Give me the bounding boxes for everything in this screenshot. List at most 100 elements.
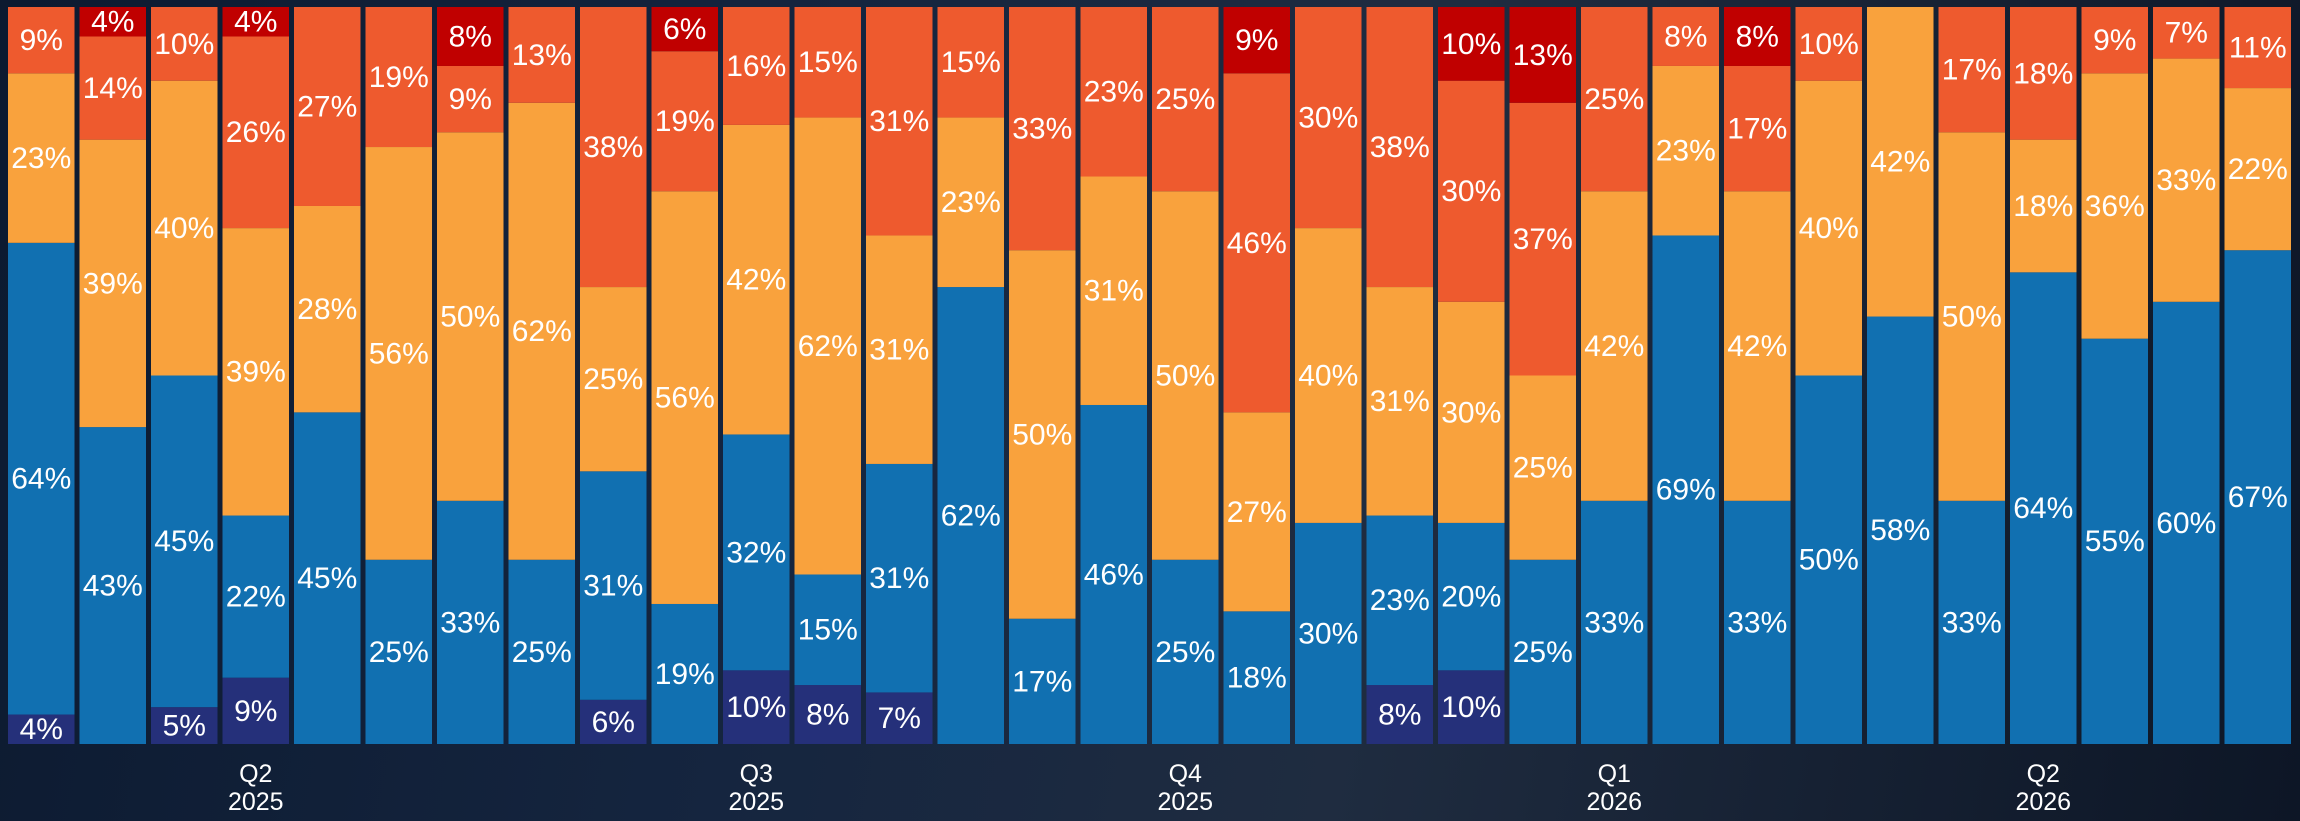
bar-segment (222, 515, 289, 678)
bar-segment (580, 471, 647, 700)
data-label: 39% (226, 356, 286, 389)
data-label: 19% (655, 105, 715, 138)
data-label: 30% (1441, 396, 1501, 429)
bar-segment (1724, 500, 1791, 744)
bar-segment (1223, 412, 1290, 612)
bar-segment (1581, 7, 1648, 192)
bar-segment (1295, 522, 1362, 744)
data-label: 64% (2013, 492, 2073, 525)
data-label: 25% (369, 636, 429, 669)
data-label: 25% (512, 636, 572, 669)
bar-segment (2224, 7, 2291, 89)
data-label: 10% (726, 691, 786, 724)
bar-segment (2010, 272, 2077, 744)
bar-segment (1009, 250, 1076, 619)
data-label: 15% (941, 46, 1001, 79)
bar-segment (1295, 228, 1362, 523)
bar-segment (151, 7, 218, 81)
bar-segment (365, 7, 432, 148)
data-label: 58% (1870, 514, 1930, 547)
bar-segment (1724, 7, 1791, 66)
bar-segment (294, 412, 361, 744)
bar-segment (2081, 7, 2148, 74)
bar-segment (222, 36, 289, 229)
data-label: 20% (1441, 581, 1501, 614)
data-label: 27% (297, 90, 357, 123)
data-label: 27% (1227, 496, 1287, 529)
data-label: 40% (154, 212, 214, 245)
data-label: 16% (726, 50, 786, 83)
bar-segment (1938, 500, 2005, 744)
bar-segment (294, 205, 361, 413)
data-label: 33% (1727, 606, 1787, 639)
data-label: 23% (11, 142, 71, 175)
bar-segment (1509, 375, 1576, 560)
data-label: 4% (234, 6, 277, 39)
bar-segment (794, 117, 861, 575)
data-label: 62% (798, 330, 858, 363)
data-label: 43% (83, 569, 143, 602)
bar-segment (1509, 102, 1576, 376)
bar-segment (1581, 500, 1648, 744)
data-label: 5% (163, 709, 206, 742)
bar-segment (79, 7, 146, 37)
data-label: 32% (726, 536, 786, 569)
data-label: 69% (1656, 474, 1716, 507)
bar-segment (8, 714, 75, 744)
bar-segment (1867, 7, 1934, 317)
data-label: 13% (1513, 39, 1573, 72)
bar-segment (866, 463, 933, 693)
data-label: 17% (1942, 54, 2002, 87)
bar-segment (651, 191, 718, 604)
bar-segment (1509, 7, 1576, 103)
bar-segment (937, 7, 1004, 118)
bar-segment (1152, 559, 1219, 744)
data-label: 14% (83, 72, 143, 105)
data-label: 18% (2013, 190, 2073, 223)
data-label: 8% (1736, 20, 1779, 53)
data-label: 42% (726, 264, 786, 297)
bar-segment (1795, 375, 1862, 744)
bar-segment (1724, 65, 1791, 192)
data-label: 62% (941, 499, 1001, 532)
bar-segment (2010, 7, 2077, 140)
bar-segment (1223, 73, 1290, 413)
data-label: 25% (1513, 636, 1573, 669)
data-label: 8% (449, 20, 492, 53)
data-label: 25% (1513, 452, 1573, 485)
bar-segment (437, 500, 504, 744)
data-label: 45% (297, 562, 357, 595)
bar-segment (723, 670, 790, 744)
bar-segment (437, 65, 504, 133)
data-label: 31% (869, 334, 929, 367)
bar-segment (866, 7, 933, 236)
data-label: 42% (1870, 146, 1930, 179)
data-label: 64% (11, 463, 71, 496)
data-label: 31% (583, 569, 643, 602)
bar-segment (2153, 58, 2220, 302)
bar-segment (79, 427, 146, 744)
data-label: 6% (592, 706, 635, 739)
data-label: 30% (1441, 175, 1501, 208)
bar-segment (508, 7, 575, 103)
bar-segment (1724, 191, 1791, 501)
data-label: 23% (941, 186, 1001, 219)
data-label: 50% (1799, 544, 1859, 577)
data-label: 30% (1298, 617, 1358, 650)
bar-segment (2081, 338, 2148, 744)
data-label: 33% (2156, 164, 2216, 197)
data-label: 22% (2228, 153, 2288, 186)
data-label: 19% (369, 61, 429, 94)
bar-segment (8, 242, 75, 715)
bar-segment (1795, 80, 1862, 376)
x-tick-label: Q2 2026 (2015, 760, 2072, 816)
bar-segment (1366, 287, 1433, 516)
data-label: 55% (2085, 525, 2145, 558)
x-tick-label: Q2 2025 (227, 760, 284, 816)
x-tick-label: Q1 2026 (1586, 760, 1643, 816)
bar-segment (1867, 316, 1934, 744)
bar-segment (222, 7, 289, 37)
bar-segment (508, 102, 575, 560)
bar-segment (723, 124, 790, 435)
